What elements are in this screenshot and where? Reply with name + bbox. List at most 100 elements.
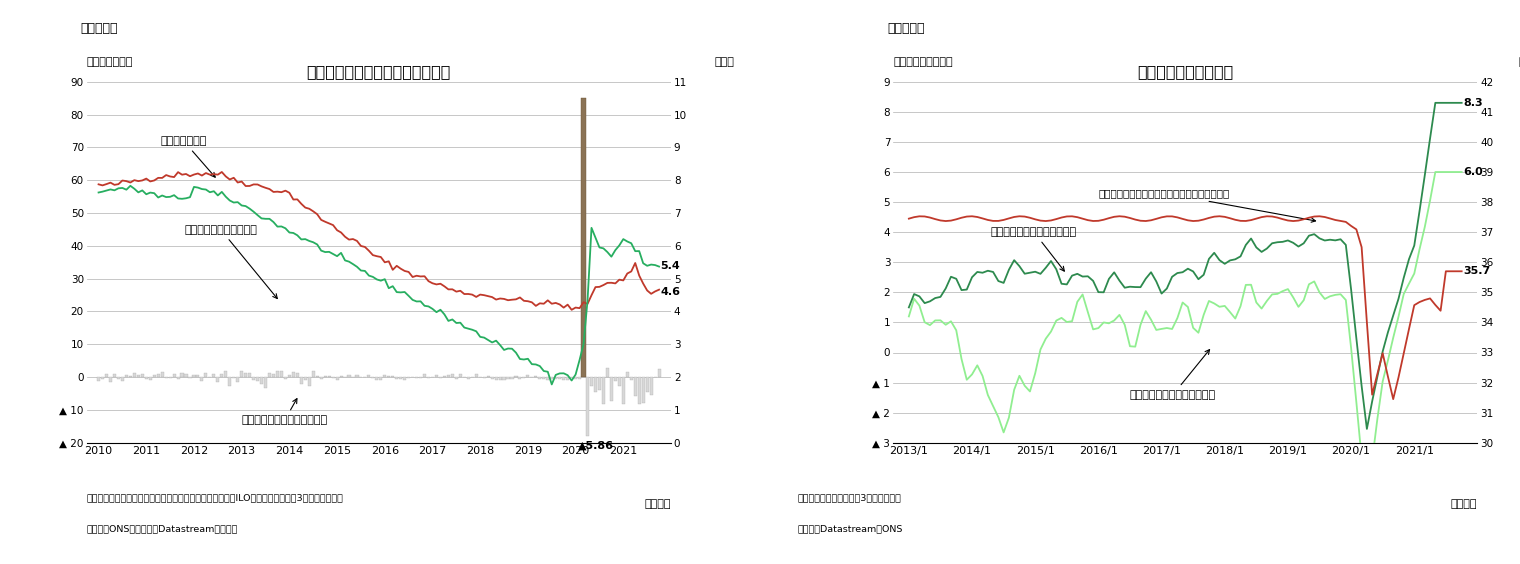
Bar [319,377,322,379]
Text: 週当たり賃金（名目）伸び率: 週当たり賃金（名目）伸び率 [991,227,1078,271]
Bar [284,377,287,378]
Bar [312,371,315,377]
Bar [252,377,255,380]
Bar [658,369,661,377]
Bar [590,377,593,386]
Bar [233,377,236,378]
Bar [491,377,494,379]
Bar [328,376,331,377]
Bar [236,377,239,382]
Bar [602,377,605,404]
Bar [324,376,327,377]
Bar [483,377,486,378]
Bar [523,377,526,378]
Text: （注）季節調整値、割合＝申請者／（雇用者＋申請者）。ILO基準失業率は後方3か月移動平均。: （注）季節調整値、割合＝申請者／（雇用者＋申請者）。ILO基準失業率は後方3か月… [87,494,344,503]
Bar [336,377,339,380]
Bar [255,377,258,381]
Bar [391,376,394,377]
Text: 5.4: 5.4 [661,261,681,271]
Bar [375,377,378,380]
Bar [380,377,383,380]
Bar [164,377,167,378]
Bar [141,374,144,377]
Bar [216,377,219,382]
Text: （図表２）: （図表２） [888,22,924,35]
Bar [240,371,243,377]
Bar [371,377,374,378]
Text: 35.7: 35.7 [1464,266,1491,276]
Bar [514,376,517,377]
Bar [193,374,196,377]
Bar [641,377,644,403]
Bar [435,375,438,377]
Bar [137,375,140,377]
Text: （月次）: （月次） [644,499,670,509]
Bar [280,371,283,377]
Bar [220,374,223,377]
Bar [578,377,581,378]
Bar [169,377,172,378]
Bar [356,375,359,377]
Bar [105,374,108,377]
Bar [555,377,558,378]
Bar [129,376,132,377]
Bar [296,373,299,377]
Bar [543,377,546,379]
Bar [622,377,625,404]
Bar [617,377,620,386]
Bar [248,373,251,377]
Bar [581,98,585,377]
Bar [132,373,135,377]
Bar [112,374,116,377]
Bar [109,377,112,382]
Bar [204,373,207,377]
Bar [260,377,263,384]
Bar [348,375,351,377]
Bar [606,368,610,377]
Bar [117,377,120,379]
Bar [646,377,649,392]
Bar [339,376,342,377]
Bar [459,374,462,377]
Bar [368,374,371,377]
Text: （図表１）: （図表１） [81,22,119,35]
Bar [400,377,403,380]
Text: （件数、万件）: （件数、万件） [87,58,134,67]
Bar [144,377,147,379]
Bar [597,377,600,390]
Bar [388,376,391,377]
Bar [245,373,248,377]
Bar [395,377,398,379]
Bar [626,372,629,377]
Bar [188,377,192,378]
Bar [173,374,176,377]
Text: 4.6: 4.6 [661,287,681,297]
Bar [307,377,310,386]
Bar [299,377,302,384]
Bar [277,371,280,377]
Bar [546,377,549,380]
Text: ▲5.86: ▲5.86 [578,441,614,451]
Bar [161,372,164,377]
Bar [558,377,561,379]
Bar [196,374,199,377]
Bar [638,377,641,404]
Bar [152,374,155,377]
Bar [287,374,290,377]
Title: 英国の失業保険申請件数、失業率: 英国の失業保険申請件数、失業率 [307,64,451,79]
Bar [100,377,103,379]
Text: （％）: （％） [714,58,734,67]
Title: 賃金・労働時間の推移: 賃金・労働時間の推移 [1137,64,1233,79]
Bar [149,377,152,380]
Bar [562,377,565,380]
Bar [518,377,521,379]
Bar [403,377,406,380]
Bar [454,377,458,380]
Bar [575,377,578,379]
Bar [610,377,613,402]
Bar [213,374,216,377]
Bar [228,377,231,386]
Bar [304,377,307,381]
Bar [383,376,386,377]
Bar [649,377,652,395]
